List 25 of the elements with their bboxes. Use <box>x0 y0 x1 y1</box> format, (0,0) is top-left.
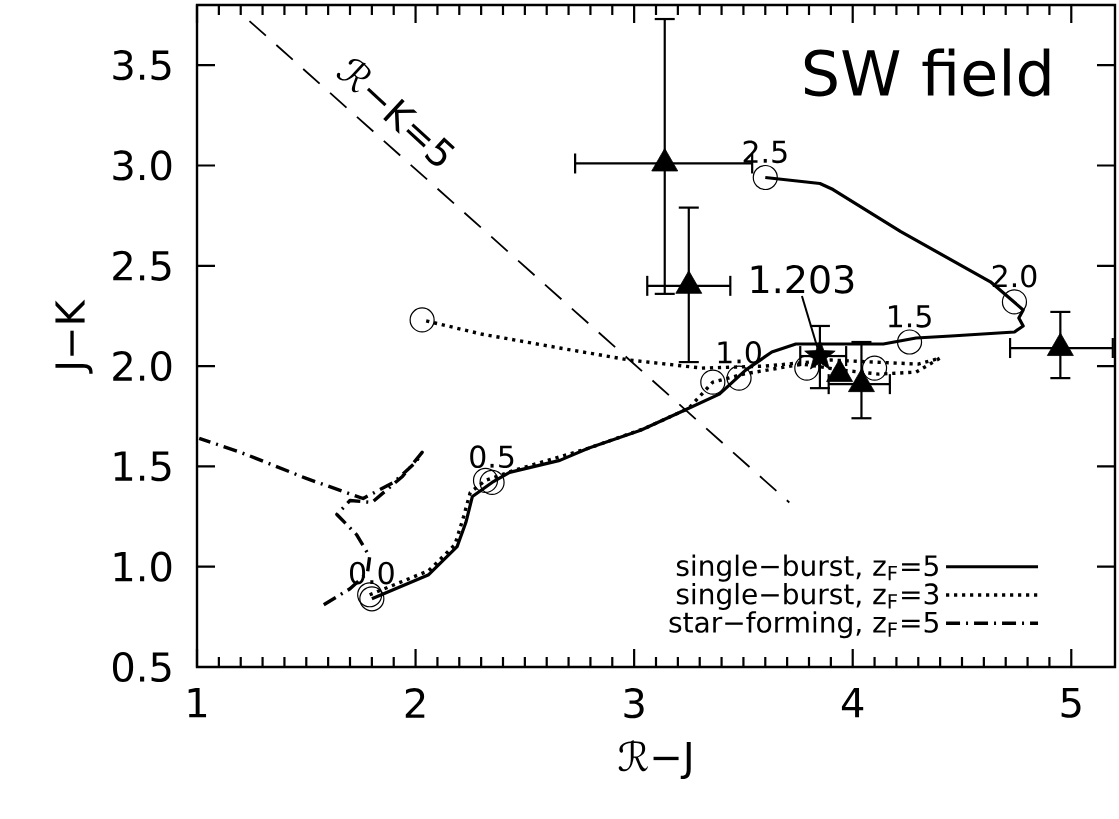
annotation: 0.0 <box>349 561 394 585</box>
x-axis-title: ℛ−J <box>618 740 691 780</box>
x-tick-label: 4 <box>841 688 864 718</box>
legend-label: single−burst, z$_{F}$=3 <box>676 582 939 610</box>
annotation: 1.5 <box>888 305 931 328</box>
x-tick-label: 3 <box>624 688 644 719</box>
y-tick-label: 3.5 <box>113 50 171 81</box>
legend-label: single−burst, z$_{F}$=5 <box>676 554 938 582</box>
x-tick-label: 5 <box>1061 688 1081 718</box>
annotation: SW field <box>804 48 1050 97</box>
x-tick-label: 1 <box>188 688 207 718</box>
x-tick-label: 2 <box>405 688 425 718</box>
annotation: 2.0 <box>992 264 1037 288</box>
annotation: 1.203 <box>751 264 854 294</box>
y-axis-title: J−K <box>55 299 93 374</box>
y-tick-label: 1.0 <box>114 551 172 582</box>
y-tick-label: 0.5 <box>112 651 171 683</box>
y-tick-label: 3.0 <box>113 150 172 181</box>
y-tick-label: 2.0 <box>113 350 172 382</box>
annotation: 2.5 <box>743 140 787 164</box>
annotation: 0.5 <box>470 445 514 469</box>
y-tick-label: 1.5 <box>114 451 171 482</box>
y-tick-label: 2.5 <box>113 250 171 281</box>
legend-label: star−forming, z$_{F}$=5 <box>669 611 938 639</box>
annotation: 1.0 <box>718 341 761 364</box>
